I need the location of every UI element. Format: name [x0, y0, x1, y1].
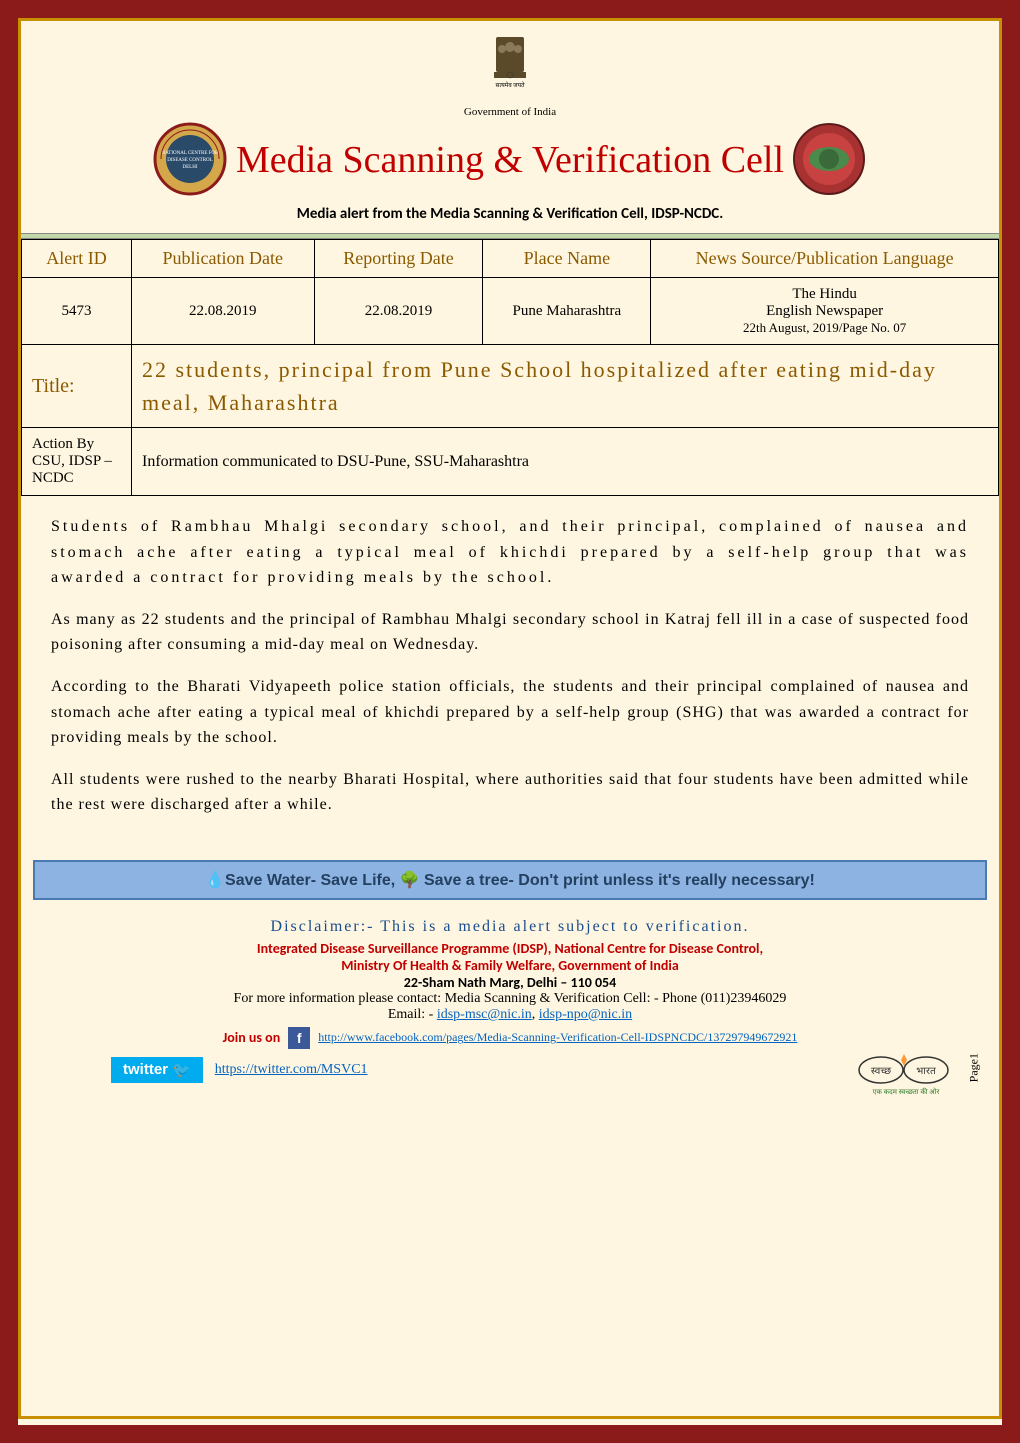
page-container: सत्यमेव जयते Government of India NATIONA… — [0, 0, 1020, 1443]
join-label: Join us on — [223, 1029, 281, 1046]
source-line3: 22th August, 2019/Page No. 07 — [661, 320, 988, 336]
para-3: According to the Bharati Vidyapeeth poli… — [51, 674, 969, 751]
svg-text:भारत: भारत — [916, 1066, 936, 1077]
svg-text:एक कदम स्वच्छता की ओर: एक कदम स्वच्छता की ओर — [873, 1087, 940, 1096]
header-section: सत्यमेव जयते Government of India — [21, 21, 999, 118]
title-label: Title: — [22, 345, 132, 428]
title-row: NATIONAL CENTRE FOR DISEASE CONTROL DELH… — [21, 118, 999, 205]
info-table: Alert ID Publication Date Reporting Date… — [21, 239, 999, 496]
svg-text:DELHI: DELHI — [182, 165, 197, 170]
action-content: Information communicated to DSU-Pune, SS… — [132, 428, 999, 496]
contact-line: For more information please contact: Med… — [51, 991, 969, 1007]
email-line: Email: - idsp-msc@nic.in, idsp-npo@nic.i… — [51, 1007, 969, 1023]
svg-text:DISEASE CONTROL: DISEASE CONTROL — [167, 158, 212, 163]
join-row: Join us on f http://www.facebook.com/pag… — [51, 1027, 969, 1049]
cell-source: The Hindu English Newspaper 22th August,… — [651, 278, 999, 345]
ministry-line: Ministry Of Health & Family Welfare, Gov… — [51, 957, 969, 974]
facebook-icon[interactable]: f — [288, 1027, 310, 1049]
th-source: News Source/Publication Language — [651, 240, 999, 278]
emblem-hindi-text: सत्यमेव जयते — [495, 81, 525, 89]
idsp-line: Integrated Disease Surveillance Programm… — [51, 940, 969, 957]
govt-of-india-text: Government of India — [21, 106, 999, 118]
inner-border: सत्यमेव जयते Government of India NATIONA… — [18, 18, 1002, 1419]
source-line2: English Newspaper — [661, 303, 988, 320]
cell-rep-date: 22.08.2019 — [314, 278, 483, 345]
title-content: 22 students, principal from Pune School … — [132, 345, 999, 428]
action-row: Action By CSU, IDSP –NCDC Information co… — [22, 428, 999, 496]
twitter-link[interactable]: https://twitter.com/MSVC1 — [215, 1062, 368, 1078]
svg-text:NATIONAL CENTRE FOR: NATIONAL CENTRE FOR — [162, 151, 219, 156]
source-line1: The Hindu — [661, 286, 988, 303]
th-alert-id: Alert ID — [22, 240, 132, 278]
table-data-row: 5473 22.08.2019 22.08.2019 Pune Maharash… — [22, 278, 999, 345]
idsp-badge-right-icon — [792, 122, 867, 197]
cell-pub-date: 22.08.2019 — [132, 278, 315, 345]
para-1: Students of Rambhau Mhalgi secondary sch… — [51, 514, 969, 591]
main-title: Media Scanning & Verification Cell — [236, 138, 784, 182]
address-line: 22-Sham Nath Marg, Delhi – 110 054 — [51, 974, 969, 991]
action-label: Action By CSU, IDSP –NCDC — [22, 428, 132, 496]
th-rep-date: Reporting Date — [314, 240, 483, 278]
footer-section: Disclaimer:- This is a media alert subje… — [21, 908, 999, 1103]
twitter-badge-icon[interactable]: twitter🐦 — [111, 1057, 203, 1083]
subtitle: Media alert from the Media Scanning & Ve… — [21, 205, 999, 233]
twitter-row: twitter🐦 https://twitter.com/MSVC1 — [51, 1057, 969, 1083]
cell-alert-id: 5473 — [22, 278, 132, 345]
ncdc-badge-left-icon: NATIONAL CENTRE FOR DISEASE CONTROL DELH… — [153, 122, 228, 197]
svg-text:स्वच्छ: स्वच्छ — [871, 1066, 891, 1077]
title-row-table: Title: 22 students, principal from Pune … — [22, 345, 999, 428]
email-link-1[interactable]: idsp-msc@nic.in — [437, 1007, 532, 1022]
swachh-bharat-badge-icon: स्वच्छ भारत एक कदम स्वच्छता की ओर — [851, 1052, 981, 1097]
body-text: Students of Rambhau Mhalgi secondary sch… — [21, 496, 999, 852]
th-pub-date: Publication Date — [132, 240, 315, 278]
email-prefix: Email: - — [388, 1007, 437, 1022]
email-link-2[interactable]: idsp-npo@nic.in — [539, 1007, 632, 1022]
para-4: All students were rushed to the nearby B… — [51, 767, 969, 818]
para-2: As many as 22 students and the principal… — [51, 607, 969, 658]
save-water-banner: 💧Save Water- Save Life, 🌳 Save a tree- D… — [33, 860, 987, 900]
th-place: Place Name — [483, 240, 651, 278]
india-emblem-icon: सत्यमेव जयते — [480, 29, 540, 99]
disclaimer-text: Disclaimer:- This is a media alert subje… — [51, 918, 969, 936]
facebook-link[interactable]: http://www.facebook.com/pages/Media-Scan… — [318, 1030, 797, 1045]
cell-place: Pune Maharashtra — [483, 278, 651, 345]
table-header-row: Alert ID Publication Date Reporting Date… — [22, 240, 999, 278]
